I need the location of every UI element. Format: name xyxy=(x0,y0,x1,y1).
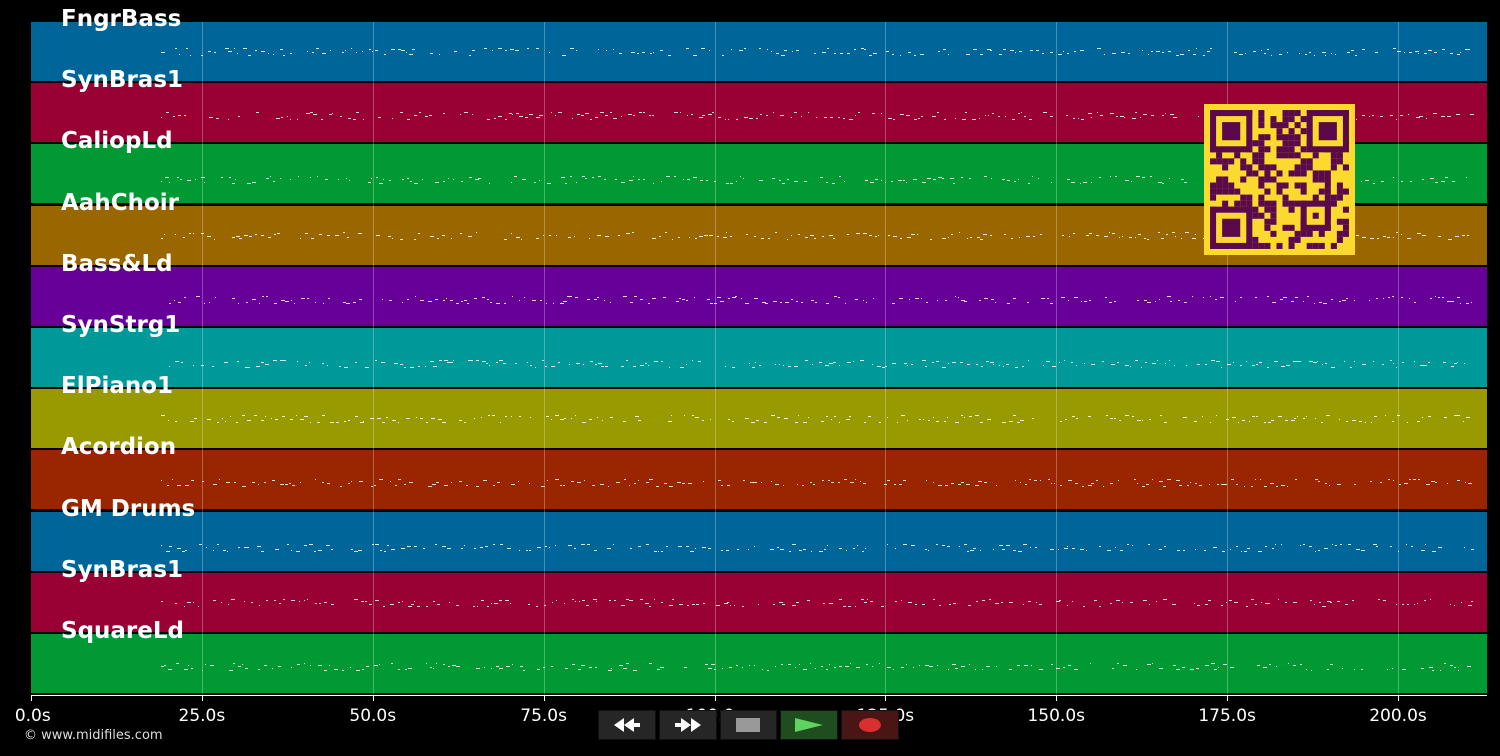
track-notes xyxy=(161,176,1467,185)
track-lane[interactable]: SynBras1 xyxy=(31,558,1487,632)
rewind-button[interactable] xyxy=(598,710,656,740)
axis-tick xyxy=(543,695,545,701)
play-icon xyxy=(795,718,824,732)
fast-forward-icon xyxy=(674,718,701,732)
track-name: FngrBass xyxy=(61,6,182,32)
stop-button[interactable] xyxy=(719,710,778,740)
track-notes xyxy=(169,360,1465,368)
track-lane[interactable]: Bass&Ld xyxy=(31,252,1487,326)
track-lane[interactable]: SquareLd xyxy=(31,620,1487,693)
track-notes xyxy=(161,663,1471,671)
track-name: AahChoir xyxy=(61,189,179,216)
axis-tick-label: 50.0s xyxy=(349,706,397,726)
qr-code xyxy=(1204,104,1355,255)
time-axis xyxy=(31,695,1487,696)
copyright-notice: © www.midifiles.com xyxy=(24,728,163,743)
track-name: SynStrg1 xyxy=(61,312,181,338)
track-name: SquareLd xyxy=(61,618,184,644)
axis-tick xyxy=(714,695,716,701)
axis-tick-label: 25.0s xyxy=(178,706,226,726)
record-icon xyxy=(859,718,882,732)
track-lane[interactable]: GM Drums xyxy=(31,497,1487,571)
track-lane[interactable]: SynStrg1 xyxy=(31,314,1487,387)
track-name: GM Drums xyxy=(61,495,196,522)
axis-tick xyxy=(31,695,32,701)
track-name: ElPiano1 xyxy=(61,373,174,400)
axis-tick-label: 150.0s xyxy=(1027,706,1086,726)
track-notes xyxy=(169,295,1472,304)
track-name: Bass&Ld xyxy=(61,250,173,277)
transport-controls xyxy=(598,710,902,740)
qr-code-icon xyxy=(1210,110,1349,249)
record-button[interactable] xyxy=(841,710,899,740)
axis-tick xyxy=(1056,695,1058,701)
axis-tick xyxy=(372,695,374,701)
axis-tick xyxy=(1398,695,1399,701)
play-button[interactable] xyxy=(780,710,839,740)
axis-tick xyxy=(885,695,887,701)
track-notes xyxy=(161,479,1472,488)
axis-tick-label: 0.0s xyxy=(14,706,51,726)
track-name: Acordion xyxy=(61,434,177,461)
track-lane[interactable]: Acordion xyxy=(31,436,1487,510)
axis-tick-label: 175.0s xyxy=(1198,706,1256,726)
track-notes xyxy=(161,543,1474,552)
track-lane[interactable]: FngrBass xyxy=(31,8,1487,81)
track-notes xyxy=(161,598,1473,607)
rewind-icon xyxy=(613,718,640,732)
axis-tick-label: 75.0s xyxy=(520,706,567,726)
track-name: SynBras1 xyxy=(61,67,184,94)
axis-tick xyxy=(1227,695,1229,701)
track-name: SynBras1 xyxy=(61,556,184,583)
track-notes xyxy=(161,415,1470,424)
track-notes xyxy=(161,48,1470,56)
track-name: CaliopLd xyxy=(61,128,173,155)
track-lane[interactable]: ElPiano1 xyxy=(31,375,1487,449)
fast-forward-button[interactable] xyxy=(658,710,717,740)
axis-tick xyxy=(201,695,203,701)
stop-icon xyxy=(736,718,761,732)
axis-tick-label: 200.0s xyxy=(1369,706,1427,726)
